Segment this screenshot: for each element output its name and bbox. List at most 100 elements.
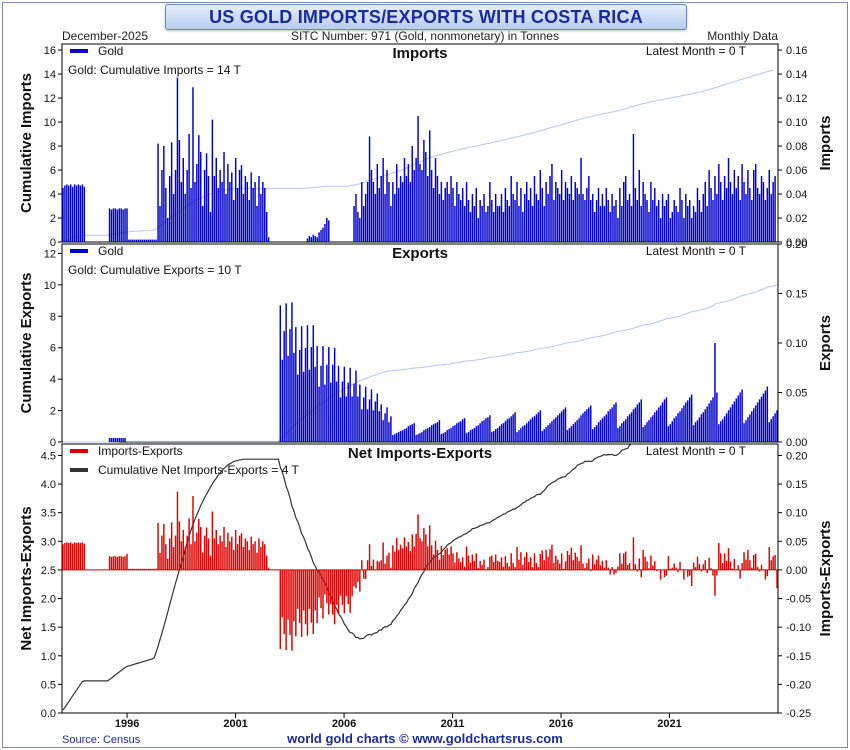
monthly-bar <box>531 206 534 242</box>
monthly-bar <box>295 569 297 637</box>
monthly-bar <box>267 237 270 242</box>
x-tick-label: 2011 <box>441 718 465 730</box>
monthly-bar <box>126 208 128 242</box>
monthly-bar <box>353 569 355 587</box>
monthly-bar <box>172 194 175 242</box>
monthly-bar <box>657 200 660 242</box>
monthly-bar <box>626 416 629 442</box>
monthly-bar <box>70 542 72 570</box>
monthly-bar <box>533 416 536 442</box>
left-tick-label: 1.5 <box>41 622 56 634</box>
monthly-bar <box>731 194 734 242</box>
monthly-bar <box>413 170 415 242</box>
legend-label: Gold <box>98 44 123 58</box>
monthly-bar <box>681 408 683 442</box>
monthly-bar <box>417 434 419 442</box>
monthly-bar <box>599 565 602 570</box>
monthly-bar <box>417 116 419 242</box>
monthly-bar <box>704 182 706 242</box>
monthly-bar <box>293 352 295 442</box>
monthly-bar <box>134 239 136 242</box>
monthly-bar <box>582 194 584 242</box>
monthly-bar <box>601 194 604 242</box>
monthly-bar <box>316 346 318 442</box>
right-tick-label: 0.10 <box>786 117 807 129</box>
chart-title: US GOLD IMPORTS/EXPORTS WITH COSTA RICA <box>209 7 643 27</box>
monthly-bar <box>124 556 126 570</box>
monthly-bar <box>118 556 120 570</box>
monthly-bar <box>132 568 134 570</box>
monthly-bar <box>663 569 666 578</box>
monthly-bar <box>679 561 681 570</box>
monthly-bar <box>557 559 559 570</box>
monthly-bar <box>656 569 658 571</box>
monthly-bar <box>376 393 379 442</box>
monthly-bar <box>209 212 212 242</box>
monthly-bar <box>71 543 74 570</box>
monthly-bar <box>634 407 637 442</box>
monthly-bar <box>250 172 252 242</box>
cumulative-line <box>63 284 778 443</box>
monthly-bar <box>621 206 623 242</box>
monthly-bar <box>409 182 412 242</box>
monthly-bar <box>688 397 691 442</box>
monthly-bar <box>442 200 445 242</box>
monthly-bar <box>254 182 256 242</box>
monthly-bar <box>79 185 82 242</box>
left-tick-label: 4.5 <box>41 450 56 462</box>
monthly-bar <box>696 556 699 570</box>
monthly-bar <box>597 422 600 442</box>
latest-month-note: Latest Month = 0 T <box>646 444 747 458</box>
monthly-bar <box>611 567 613 570</box>
monthly-bar <box>250 536 252 570</box>
monthly-bar <box>667 194 670 242</box>
monthly-bar <box>180 541 183 570</box>
monthly-bar <box>110 438 113 442</box>
monthly-bar <box>213 176 216 242</box>
monthly-bar <box>586 409 588 442</box>
monthly-bar <box>223 152 225 242</box>
monthly-bar <box>363 397 365 442</box>
monthly-bar <box>518 559 520 570</box>
monthly-bar <box>380 176 382 242</box>
left-tick-label: 8 <box>50 141 56 153</box>
monthly-bar <box>229 541 231 570</box>
monthly-bar <box>743 423 745 442</box>
monthly-bar <box>153 239 155 242</box>
monthly-bar <box>444 432 446 442</box>
monthly-bar <box>688 569 691 576</box>
legend-label: Gold: Cumulative Imports = 14 T <box>68 63 242 77</box>
monthly-bar <box>357 212 359 242</box>
header-frequency: Monthly Data <box>707 29 778 43</box>
monthly-bar <box>248 549 250 570</box>
monthly-bar <box>262 541 264 570</box>
monthly-bar <box>525 182 528 242</box>
monthly-bar <box>743 552 745 570</box>
monthly-bar <box>409 425 412 442</box>
monthly-bar <box>364 569 367 580</box>
monthly-bar <box>700 212 703 242</box>
monthly-bar <box>593 427 596 442</box>
monthly-bar <box>576 188 578 242</box>
monthly-bar <box>628 194 631 242</box>
monthly-bar <box>749 188 751 242</box>
monthly-bar <box>687 206 689 242</box>
monthly-bar <box>539 170 542 242</box>
monthly-bar <box>527 421 530 442</box>
monthly-bar <box>516 547 518 570</box>
monthly-bar <box>675 567 677 570</box>
monthly-bar <box>374 401 377 442</box>
monthly-bar <box>593 212 596 242</box>
monthly-bar <box>568 428 571 442</box>
monthly-bar <box>508 418 510 442</box>
monthly-bar <box>543 206 545 242</box>
monthly-bar <box>446 548 448 570</box>
right-tick-label: -0.25 <box>786 708 811 720</box>
monthly-bar <box>401 548 404 570</box>
monthly-bar <box>363 569 365 579</box>
monthly-bar <box>128 568 130 570</box>
monthly-bar <box>258 538 260 570</box>
monthly-bar <box>211 511 214 570</box>
monthly-bar <box>477 218 479 242</box>
